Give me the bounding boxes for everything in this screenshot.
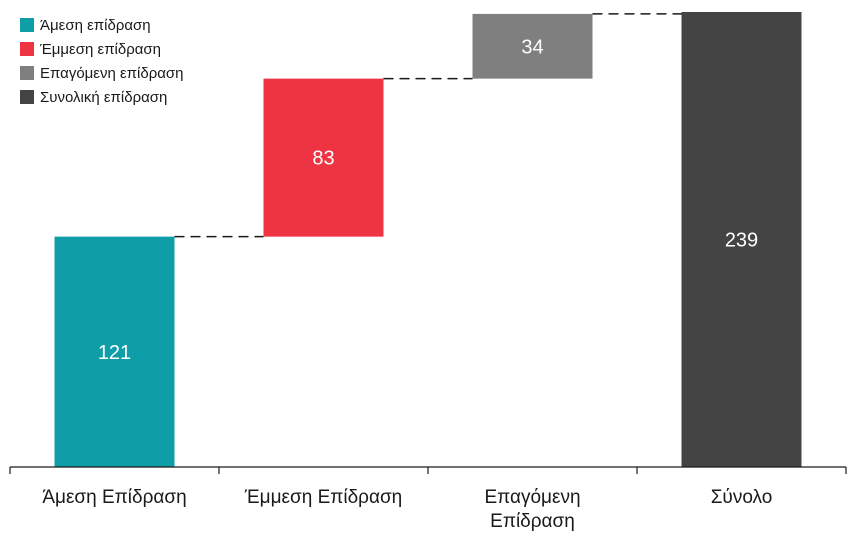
data-labels: 121 83 34 239 bbox=[98, 36, 758, 364]
bar-4 bbox=[681, 12, 802, 467]
legend-label-1: Άμεση επίδραση bbox=[40, 17, 151, 34]
bar-3 bbox=[472, 13, 593, 79]
bars bbox=[54, 12, 802, 467]
legend-label-4: Συνολική επίδραση bbox=[40, 89, 167, 106]
category-label-3-line-2: Επίδραση bbox=[490, 511, 575, 532]
legend-swatch-2 bbox=[20, 42, 34, 56]
bar-2 bbox=[263, 78, 384, 237]
legend-swatch-4 bbox=[20, 90, 34, 104]
data-label-1: 121 bbox=[98, 342, 131, 364]
legend-swatch-3 bbox=[20, 66, 34, 80]
data-label-2: 83 bbox=[312, 148, 334, 170]
data-label-3: 34 bbox=[521, 36, 543, 58]
data-label-4: 239 bbox=[725, 230, 758, 252]
connector-lines bbox=[174, 13, 682, 238]
legend-swatch-1 bbox=[20, 18, 34, 32]
category-label-4: Σύνολο bbox=[711, 487, 773, 508]
x-axis-ticks bbox=[9, 467, 847, 474]
legend-label-3: Επαγόμενη επίδραση bbox=[40, 65, 184, 82]
legend: Άμεση επίδραση Έμμεση επίδραση Επαγόμενη ε… bbox=[20, 17, 184, 106]
category-label-3-line-1: Επαγόμενη bbox=[484, 487, 580, 508]
category-labels: Άμεση Επίδραση Έμμεση Επίδραση Επαγόμενη Επ… bbox=[42, 487, 772, 532]
bar-1 bbox=[54, 236, 175, 467]
category-label-2: Έμμεση Επίδραση bbox=[244, 487, 403, 508]
category-label-1: Άμεση Επίδραση bbox=[42, 487, 186, 508]
legend-label-2: Έμμεση επίδραση bbox=[39, 41, 161, 58]
